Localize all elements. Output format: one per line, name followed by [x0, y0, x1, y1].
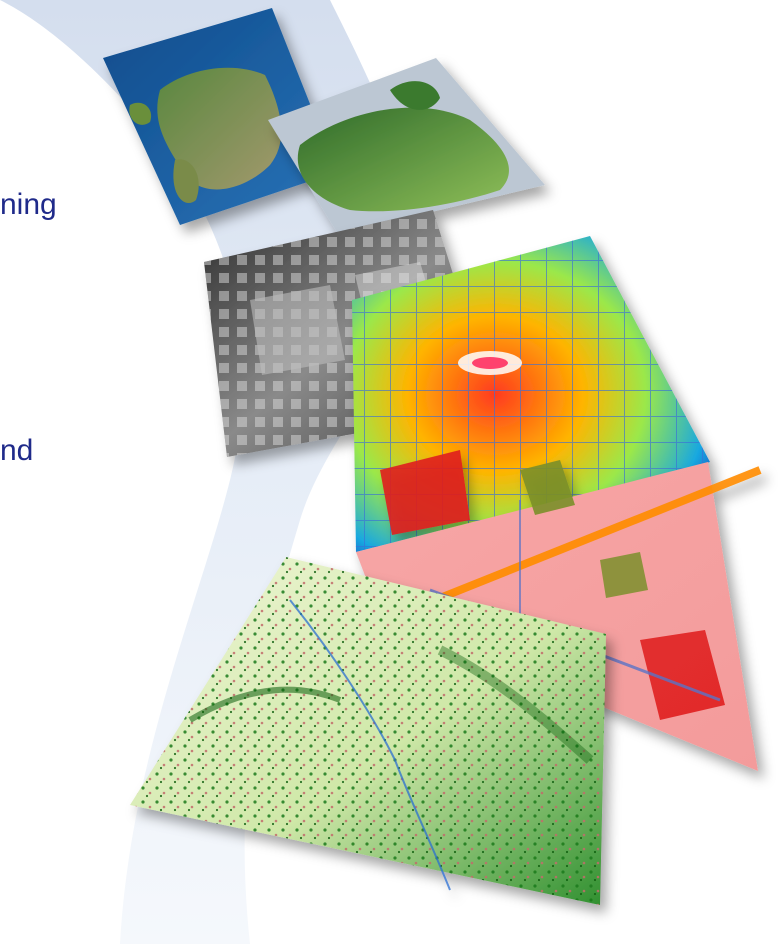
europe-vegetation-map: [268, 58, 545, 234]
text-fragment-ning: ning: [0, 188, 57, 221]
europe-satellite-map: [103, 8, 337, 225]
text-fragment-nd: nd: [0, 434, 34, 467]
vegetation-density-map: [130, 557, 606, 905]
land-use-classification-map: [356, 450, 762, 771]
